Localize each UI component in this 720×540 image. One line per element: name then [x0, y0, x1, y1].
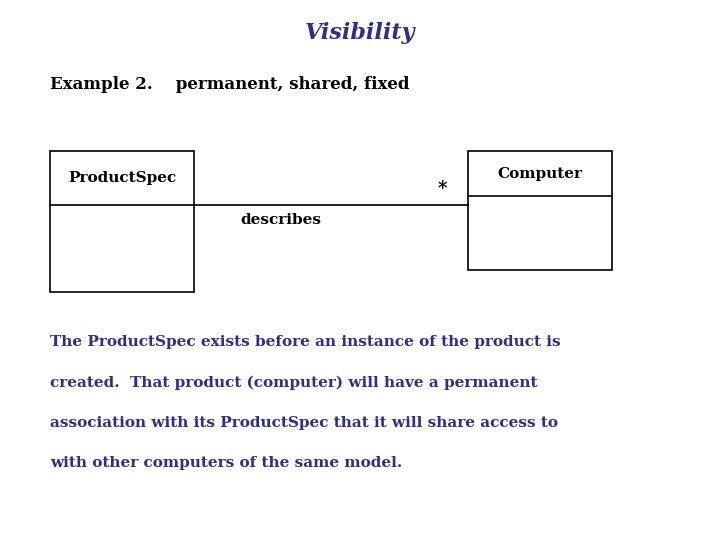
- Text: The ProductSpec exists before an instance of the product is: The ProductSpec exists before an instanc…: [50, 335, 561, 349]
- Text: with other computers of the same model.: with other computers of the same model.: [50, 456, 402, 470]
- Text: created.  That product (computer) will have a permanent: created. That product (computer) will ha…: [50, 375, 538, 390]
- Text: Example 2.    permanent, shared, fixed: Example 2. permanent, shared, fixed: [50, 76, 410, 92]
- Text: describes: describes: [240, 213, 321, 227]
- Text: association with its ProductSpec that it will share access to: association with its ProductSpec that it…: [50, 416, 559, 430]
- Text: *: *: [438, 180, 448, 198]
- Text: Computer: Computer: [498, 167, 582, 181]
- Text: ProductSpec: ProductSpec: [68, 171, 176, 185]
- Bar: [50, 151, 194, 292]
- Bar: [468, 151, 612, 270]
- Text: Visibility: Visibility: [305, 22, 415, 44]
